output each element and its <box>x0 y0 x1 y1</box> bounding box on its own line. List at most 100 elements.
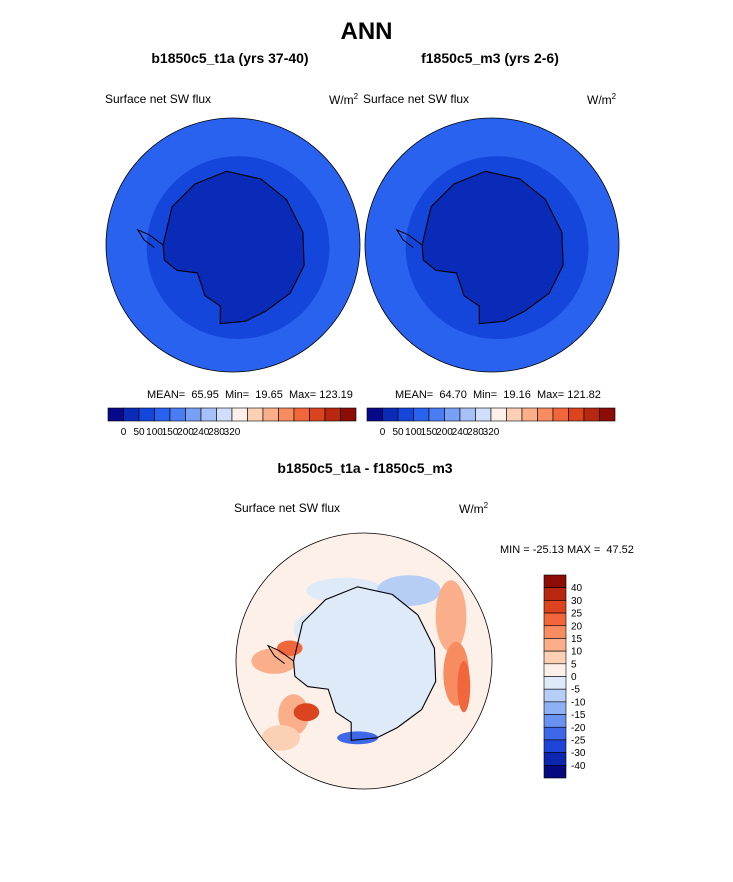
colorbar-tick-label: 30 <box>571 596 583 607</box>
colorbar-tick-label: 320 <box>224 427 241 438</box>
colorbar-tick-label: -5 <box>571 685 580 696</box>
diff-minmax: MIN = -25.13 MAX = 47.52 <box>500 544 634 556</box>
continent-fill <box>163 171 305 324</box>
panel1-variable: Surface net SW flux <box>105 92 212 106</box>
colorbar-cell <box>278 407 295 422</box>
panel2-title: f1850c5_m3 (yrs 2-6) <box>421 50 559 66</box>
colorbar-cell <box>552 407 569 422</box>
colorbar-tick-label: 200 <box>177 427 194 438</box>
colorbar-cell <box>543 612 567 627</box>
colorbar-cell <box>543 650 567 665</box>
colorbar-cell <box>475 407 492 422</box>
coastline <box>162 170 305 325</box>
colorbar-cell <box>200 407 217 422</box>
colorbar-cell <box>543 726 567 741</box>
colorbar-cell <box>543 739 567 753</box>
colorbar-cell <box>216 407 233 422</box>
colorbar-cell <box>428 407 445 422</box>
page-title: ANN <box>340 18 393 45</box>
colorbar-tick-label: -10 <box>571 697 586 708</box>
colorbar-tick-label: 25 <box>571 609 583 620</box>
colorbar-cell <box>543 625 567 639</box>
peninsula-coastline <box>395 228 423 248</box>
diff-units: W/m2 <box>459 501 489 516</box>
colorbar-cell <box>490 407 507 422</box>
colorbar-cell <box>543 701 567 715</box>
colorbar-tick-label: 150 <box>162 427 179 438</box>
colorbar-cell <box>543 638 567 652</box>
colorbar-cell <box>262 407 279 422</box>
colorbar-tick-label: 0 <box>571 672 577 683</box>
colorbar-cell <box>397 407 414 422</box>
amundsen-anomaly <box>337 731 379 745</box>
weddell-anomaly <box>276 640 303 656</box>
peninsula-coastline <box>266 644 294 664</box>
map-border <box>364 117 620 373</box>
colorbar-cell <box>521 407 538 422</box>
colorbar-cell <box>340 407 357 422</box>
panel1-stats: MEAN= 65.95 Min= 19.65 Max= 123.19 <box>147 389 353 401</box>
colorbar-cell <box>366 407 383 422</box>
colorbar-cell <box>543 574 567 588</box>
colorbar-cell <box>247 407 264 422</box>
anomaly-blob-3 <box>435 580 467 653</box>
panel2-variable: Surface net SW flux <box>363 92 470 106</box>
colorbar-tick-label: 240 <box>193 427 210 438</box>
colorbar-cell <box>169 407 186 422</box>
continent-fill <box>293 586 436 741</box>
colorbar-tick-label: 10 <box>571 647 583 658</box>
coastline <box>293 586 437 742</box>
colorbar-cell <box>568 407 585 422</box>
colorbar-cell <box>543 752 567 766</box>
panel2-units: W/m2 <box>587 92 617 107</box>
colorbar-cell <box>459 407 476 422</box>
colorbar-tick-label: 150 <box>421 427 438 438</box>
colorbar-cell <box>583 407 600 422</box>
colorbar-tick-label: 20 <box>571 621 583 632</box>
colorbar-cell <box>293 407 310 422</box>
colorbar-tick-label: 100 <box>405 427 422 438</box>
colorbar-cell <box>123 407 140 422</box>
peninsula-coastline <box>136 228 164 248</box>
colorbar-cell <box>444 407 461 422</box>
colorbar-cell <box>231 407 248 422</box>
colorbar-tick-label: 280 <box>467 427 484 438</box>
colorbar-cell <box>543 688 567 703</box>
colorbar-cell <box>138 407 155 422</box>
map-border <box>105 117 361 373</box>
continent-fill <box>422 171 564 324</box>
colorbar-cell <box>543 663 567 677</box>
ross-anomaly <box>293 703 320 722</box>
panel1-title: b1850c5_t1a (yrs 37-40) <box>151 50 309 66</box>
map-border <box>235 532 493 790</box>
panel1-units: W/m2 <box>329 92 359 107</box>
diff-variable: Surface net SW flux <box>234 501 341 515</box>
colorbar-tick-label: 200 <box>436 427 453 438</box>
colorbar-tick-label: -25 <box>571 735 586 746</box>
colorbar-cell <box>506 407 523 422</box>
colorbar-tick-label: -40 <box>571 761 586 772</box>
east-anomaly <box>457 661 471 713</box>
colorbar-tick-label: 100 <box>146 427 163 438</box>
coastline <box>421 170 564 325</box>
map-panel-2 <box>364 117 620 373</box>
colorbar-cell <box>543 600 567 614</box>
colorbar-cell <box>543 676 567 690</box>
colorbar-tick-label: 5 <box>571 659 577 670</box>
map-panel-1 <box>105 117 361 373</box>
colorbar-tick-label: 320 <box>483 427 500 438</box>
colorbar-tick-label: 15 <box>571 634 583 645</box>
diff-title: b1850c5_t1a - f1850c5_m3 <box>277 460 453 476</box>
colorbar-tick-label: 240 <box>452 427 469 438</box>
colorbar-cell <box>599 407 616 422</box>
colorbar-cell <box>324 407 341 422</box>
colorbar-cell <box>537 407 554 422</box>
colorbar-tick-label: -15 <box>571 710 586 721</box>
colorbar-cell <box>107 407 124 422</box>
colorbar-tick-label: 280 <box>208 427 225 438</box>
colorbar-cell <box>382 407 399 422</box>
